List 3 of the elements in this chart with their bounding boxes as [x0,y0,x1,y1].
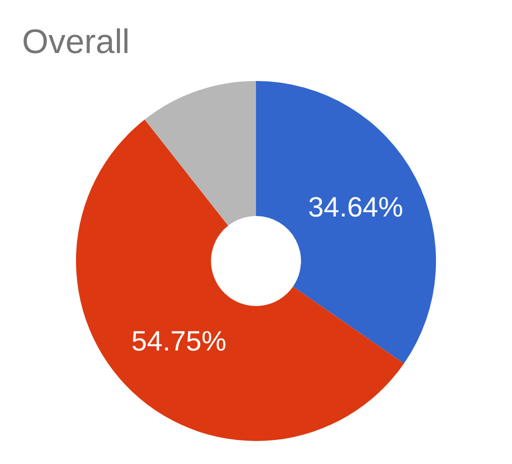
chart-title: Overall [22,23,130,62]
data-label: 34.64% [308,192,404,223]
data-label: 54.75% [131,326,226,357]
